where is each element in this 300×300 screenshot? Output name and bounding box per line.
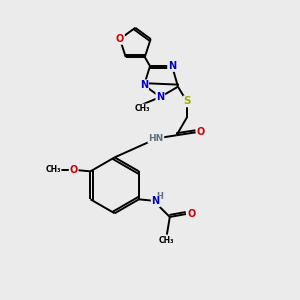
Text: N: N [156,92,164,102]
Text: HN: HN [148,134,164,143]
Text: O: O [197,127,205,137]
Text: O: O [116,34,124,44]
Text: O: O [187,209,195,219]
Text: CH₃: CH₃ [45,165,61,174]
Text: N: N [152,196,160,206]
Text: N: N [140,80,148,90]
Text: O: O [70,165,78,175]
Text: N: N [168,61,176,71]
Text: S: S [184,96,191,106]
Text: CH₃: CH₃ [135,104,150,113]
Text: CH₃: CH₃ [159,236,175,245]
Text: H: H [157,192,164,201]
